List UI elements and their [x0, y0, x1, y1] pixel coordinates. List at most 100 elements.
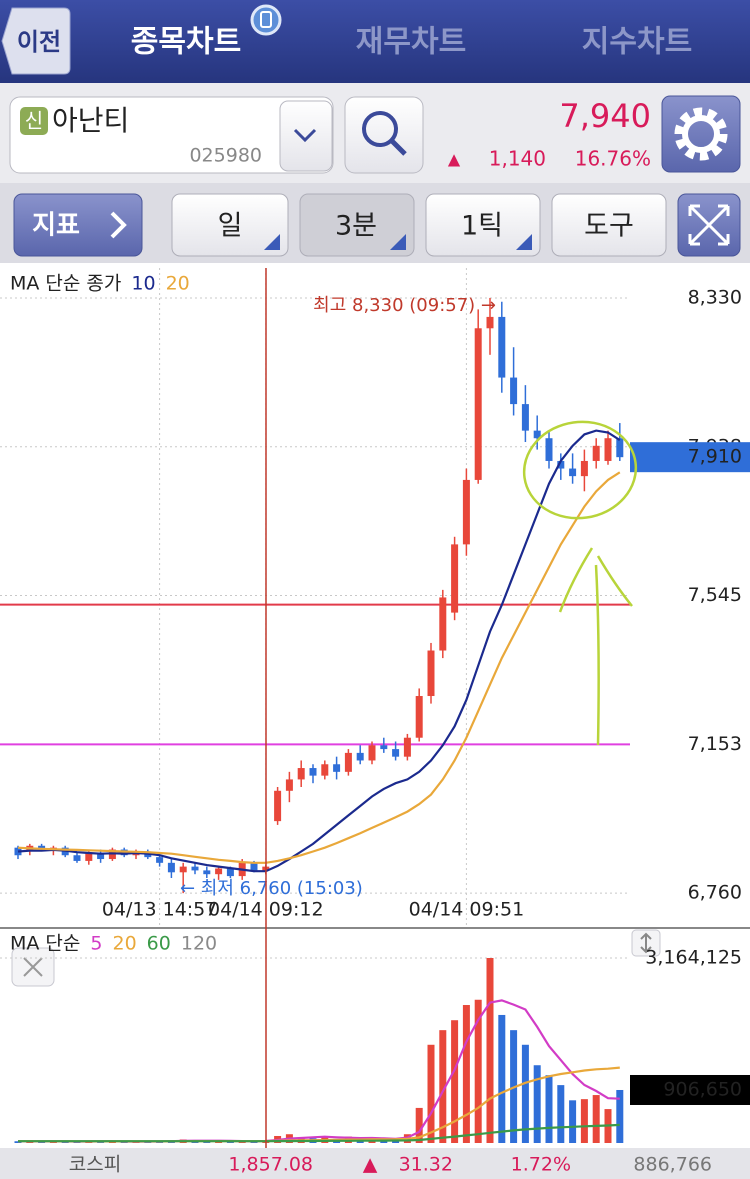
back-button[interactable] — [1, 7, 71, 75]
candle-body — [226, 868, 234, 877]
candle-body — [356, 752, 364, 761]
candle-body — [73, 855, 81, 861]
candle-body — [97, 853, 105, 860]
ma-line — [17, 429, 621, 873]
index-arrow: ▲ — [363, 1154, 378, 1176]
stock-name: 아난티 — [52, 104, 129, 137]
tools-button[interactable] — [551, 193, 667, 257]
top-bar — [0, 0, 750, 83]
change: 1,140 — [489, 147, 546, 171]
index-change: 31.32 — [399, 1154, 453, 1176]
candle-body — [167, 862, 175, 873]
volume-bar — [616, 1089, 624, 1143]
chart-area — [0, 263, 750, 1148]
indicator-label: 지표 — [32, 211, 80, 241]
current-value-label: 906,650 — [663, 1078, 742, 1100]
candle-body — [274, 790, 282, 822]
tab-active[interactable]: 종목차트 — [131, 25, 241, 60]
change-arrow: ▲ — [448, 150, 461, 169]
legend-item: 5 — [90, 933, 102, 955]
y-tick-label: 8,330 — [688, 286, 742, 308]
y-tick-label: 3,164,125 — [645, 946, 742, 968]
search-button[interactable] — [344, 96, 424, 174]
indicator-button[interactable] — [13, 193, 143, 257]
candle-body — [474, 328, 482, 480]
price: 7,940 — [559, 97, 651, 135]
change-pct: 16.76% — [575, 147, 651, 171]
hand-drawing — [522, 420, 638, 746]
interval-label: 3분 — [335, 211, 377, 242]
index-value: 1,857.08 — [228, 1154, 313, 1176]
period-button[interactable] — [171, 193, 289, 257]
x-tick-label: 04/14 09:51 — [409, 899, 525, 921]
candle-body — [510, 377, 518, 405]
tick-corner — [516, 234, 532, 250]
index-pct: 1.72% — [511, 1154, 571, 1176]
candle-body — [557, 460, 565, 469]
volume-bar — [474, 999, 482, 1143]
period-label: 일 — [218, 211, 243, 242]
settings-button[interactable] — [661, 95, 741, 173]
resize-icon — [640, 932, 652, 954]
volume-bar — [451, 1020, 459, 1143]
period-corner — [264, 234, 280, 250]
search-icon — [362, 111, 398, 147]
y-tick-label: 7,153 — [688, 733, 742, 755]
candle-body — [38, 845, 46, 850]
low-annotation: ← 최저 6,760 (15:03) — [180, 878, 363, 899]
dropdown-icon — [293, 128, 317, 143]
candle-body — [368, 745, 376, 761]
volume-bar — [545, 1075, 553, 1143]
candle-body — [203, 870, 211, 875]
candle-body — [179, 866, 187, 873]
volume-bar — [592, 1095, 600, 1143]
index-name: 코스피 — [69, 1154, 121, 1176]
gear-icon-ring — [682, 115, 720, 153]
gear-icon — [674, 107, 728, 161]
indicator-arrow — [110, 211, 127, 239]
stock-search-box[interactable] — [9, 96, 334, 174]
candle-body — [604, 438, 612, 461]
candle-body — [297, 768, 305, 780]
candle-body — [344, 752, 352, 772]
badge — [20, 107, 48, 135]
search-icon-handle — [390, 139, 407, 156]
candle-body — [569, 468, 577, 477]
candle-body — [321, 764, 329, 776]
candle-body — [392, 749, 400, 757]
volume-bar — [462, 1005, 470, 1143]
dropdown-button[interactable] — [279, 100, 333, 172]
volume-bar — [486, 957, 494, 1143]
candle-body — [451, 544, 459, 613]
tab[interactable]: 재무차트 — [356, 25, 466, 60]
tick-label: 1틱 — [461, 211, 503, 242]
y-tick-label: 7,545 — [688, 584, 742, 606]
candle-body — [427, 650, 435, 697]
candle-body — [592, 445, 600, 461]
volume-bar — [427, 1044, 435, 1143]
volume-bar — [569, 1100, 577, 1143]
current-value-box — [630, 1074, 750, 1105]
candle-body — [498, 316, 506, 378]
candle-body — [85, 853, 93, 861]
legend-title: MA 단순 종가 — [10, 273, 121, 295]
close-icon — [23, 957, 43, 977]
volume-bar — [533, 1065, 541, 1143]
candle-body — [250, 862, 258, 871]
volume-bar — [498, 1014, 506, 1143]
tab-badge-icon — [250, 4, 282, 36]
footer — [0, 1148, 750, 1179]
candle-body — [616, 438, 624, 458]
interval-button[interactable] — [299, 193, 415, 257]
legend-item: 20 — [112, 933, 136, 955]
candle-body — [580, 460, 588, 477]
tab[interactable]: 지수차트 — [582, 25, 692, 60]
volume-bar — [415, 1107, 423, 1143]
candle-body — [285, 779, 293, 791]
tick-button[interactable] — [425, 193, 541, 257]
legend-title: MA 단순 — [10, 933, 80, 955]
volume-bar — [557, 1085, 565, 1143]
candle-body — [439, 597, 447, 651]
candle-body — [545, 438, 553, 461]
